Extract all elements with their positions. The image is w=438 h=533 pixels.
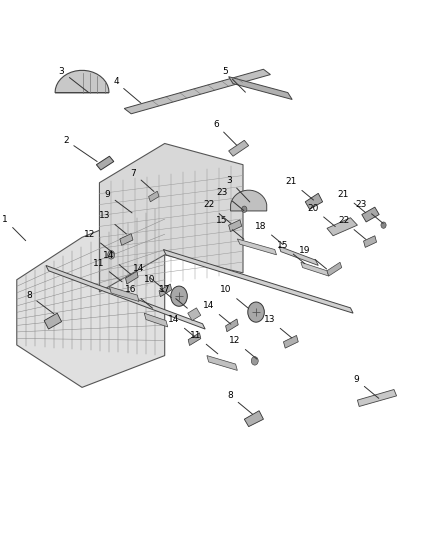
Text: 7: 7 <box>131 168 154 191</box>
Polygon shape <box>159 284 172 297</box>
Polygon shape <box>305 193 323 209</box>
Circle shape <box>251 357 258 365</box>
Text: 2: 2 <box>63 136 97 161</box>
Text: 8: 8 <box>26 290 54 313</box>
Polygon shape <box>188 308 201 320</box>
Polygon shape <box>357 390 396 407</box>
Polygon shape <box>207 356 237 370</box>
Polygon shape <box>327 262 342 276</box>
Polygon shape <box>99 143 243 292</box>
Text: 5: 5 <box>222 67 245 92</box>
Polygon shape <box>188 333 201 345</box>
Polygon shape <box>148 191 159 202</box>
Polygon shape <box>124 69 270 114</box>
Polygon shape <box>229 140 249 156</box>
Text: 1: 1 <box>2 215 26 241</box>
Text: 8: 8 <box>227 391 253 414</box>
Polygon shape <box>55 70 109 93</box>
Text: 21: 21 <box>286 177 314 200</box>
Polygon shape <box>327 217 357 236</box>
Polygon shape <box>126 271 138 284</box>
Text: 6: 6 <box>213 120 237 145</box>
Polygon shape <box>237 239 276 255</box>
Text: 20: 20 <box>307 204 335 227</box>
Text: 9: 9 <box>353 375 379 398</box>
Text: 14: 14 <box>103 252 131 274</box>
Text: 3: 3 <box>226 175 250 202</box>
Text: 22: 22 <box>338 216 366 239</box>
Polygon shape <box>44 313 62 329</box>
Text: 21: 21 <box>338 190 366 213</box>
Text: 13: 13 <box>99 211 127 234</box>
Text: 14: 14 <box>203 301 231 324</box>
Polygon shape <box>163 249 353 313</box>
Text: 14: 14 <box>133 264 161 287</box>
Polygon shape <box>362 207 379 222</box>
Circle shape <box>242 206 247 213</box>
Text: 11: 11 <box>93 259 122 282</box>
Text: 13: 13 <box>264 315 292 338</box>
Polygon shape <box>144 313 168 327</box>
Polygon shape <box>279 246 318 265</box>
Polygon shape <box>46 265 205 329</box>
Polygon shape <box>301 262 328 276</box>
Polygon shape <box>110 287 139 302</box>
Text: 15: 15 <box>277 241 305 264</box>
Polygon shape <box>229 77 292 100</box>
Text: 23: 23 <box>355 200 383 223</box>
Polygon shape <box>120 233 133 245</box>
Polygon shape <box>17 204 165 387</box>
Polygon shape <box>226 319 238 332</box>
Text: 12: 12 <box>229 336 257 359</box>
Text: 23: 23 <box>216 188 244 211</box>
Circle shape <box>108 251 115 259</box>
Polygon shape <box>244 411 263 426</box>
Text: 14: 14 <box>168 315 196 338</box>
Text: 22: 22 <box>203 200 231 223</box>
Polygon shape <box>229 220 242 231</box>
Text: 12: 12 <box>84 230 113 253</box>
Circle shape <box>171 286 187 306</box>
Text: 10: 10 <box>144 274 171 297</box>
Text: 3: 3 <box>59 67 88 92</box>
Polygon shape <box>364 236 377 247</box>
Polygon shape <box>96 156 114 170</box>
Text: 4: 4 <box>113 77 141 103</box>
Text: 17: 17 <box>159 285 187 308</box>
Text: 9: 9 <box>104 190 132 213</box>
Circle shape <box>381 222 386 228</box>
Text: 18: 18 <box>255 222 283 245</box>
Text: 11: 11 <box>190 331 218 354</box>
Text: 10: 10 <box>220 285 248 308</box>
Circle shape <box>248 302 264 322</box>
Polygon shape <box>230 190 267 211</box>
Text: 16: 16 <box>124 285 152 308</box>
Text: 15: 15 <box>216 216 244 239</box>
Polygon shape <box>283 335 298 348</box>
Text: 19: 19 <box>299 246 327 269</box>
